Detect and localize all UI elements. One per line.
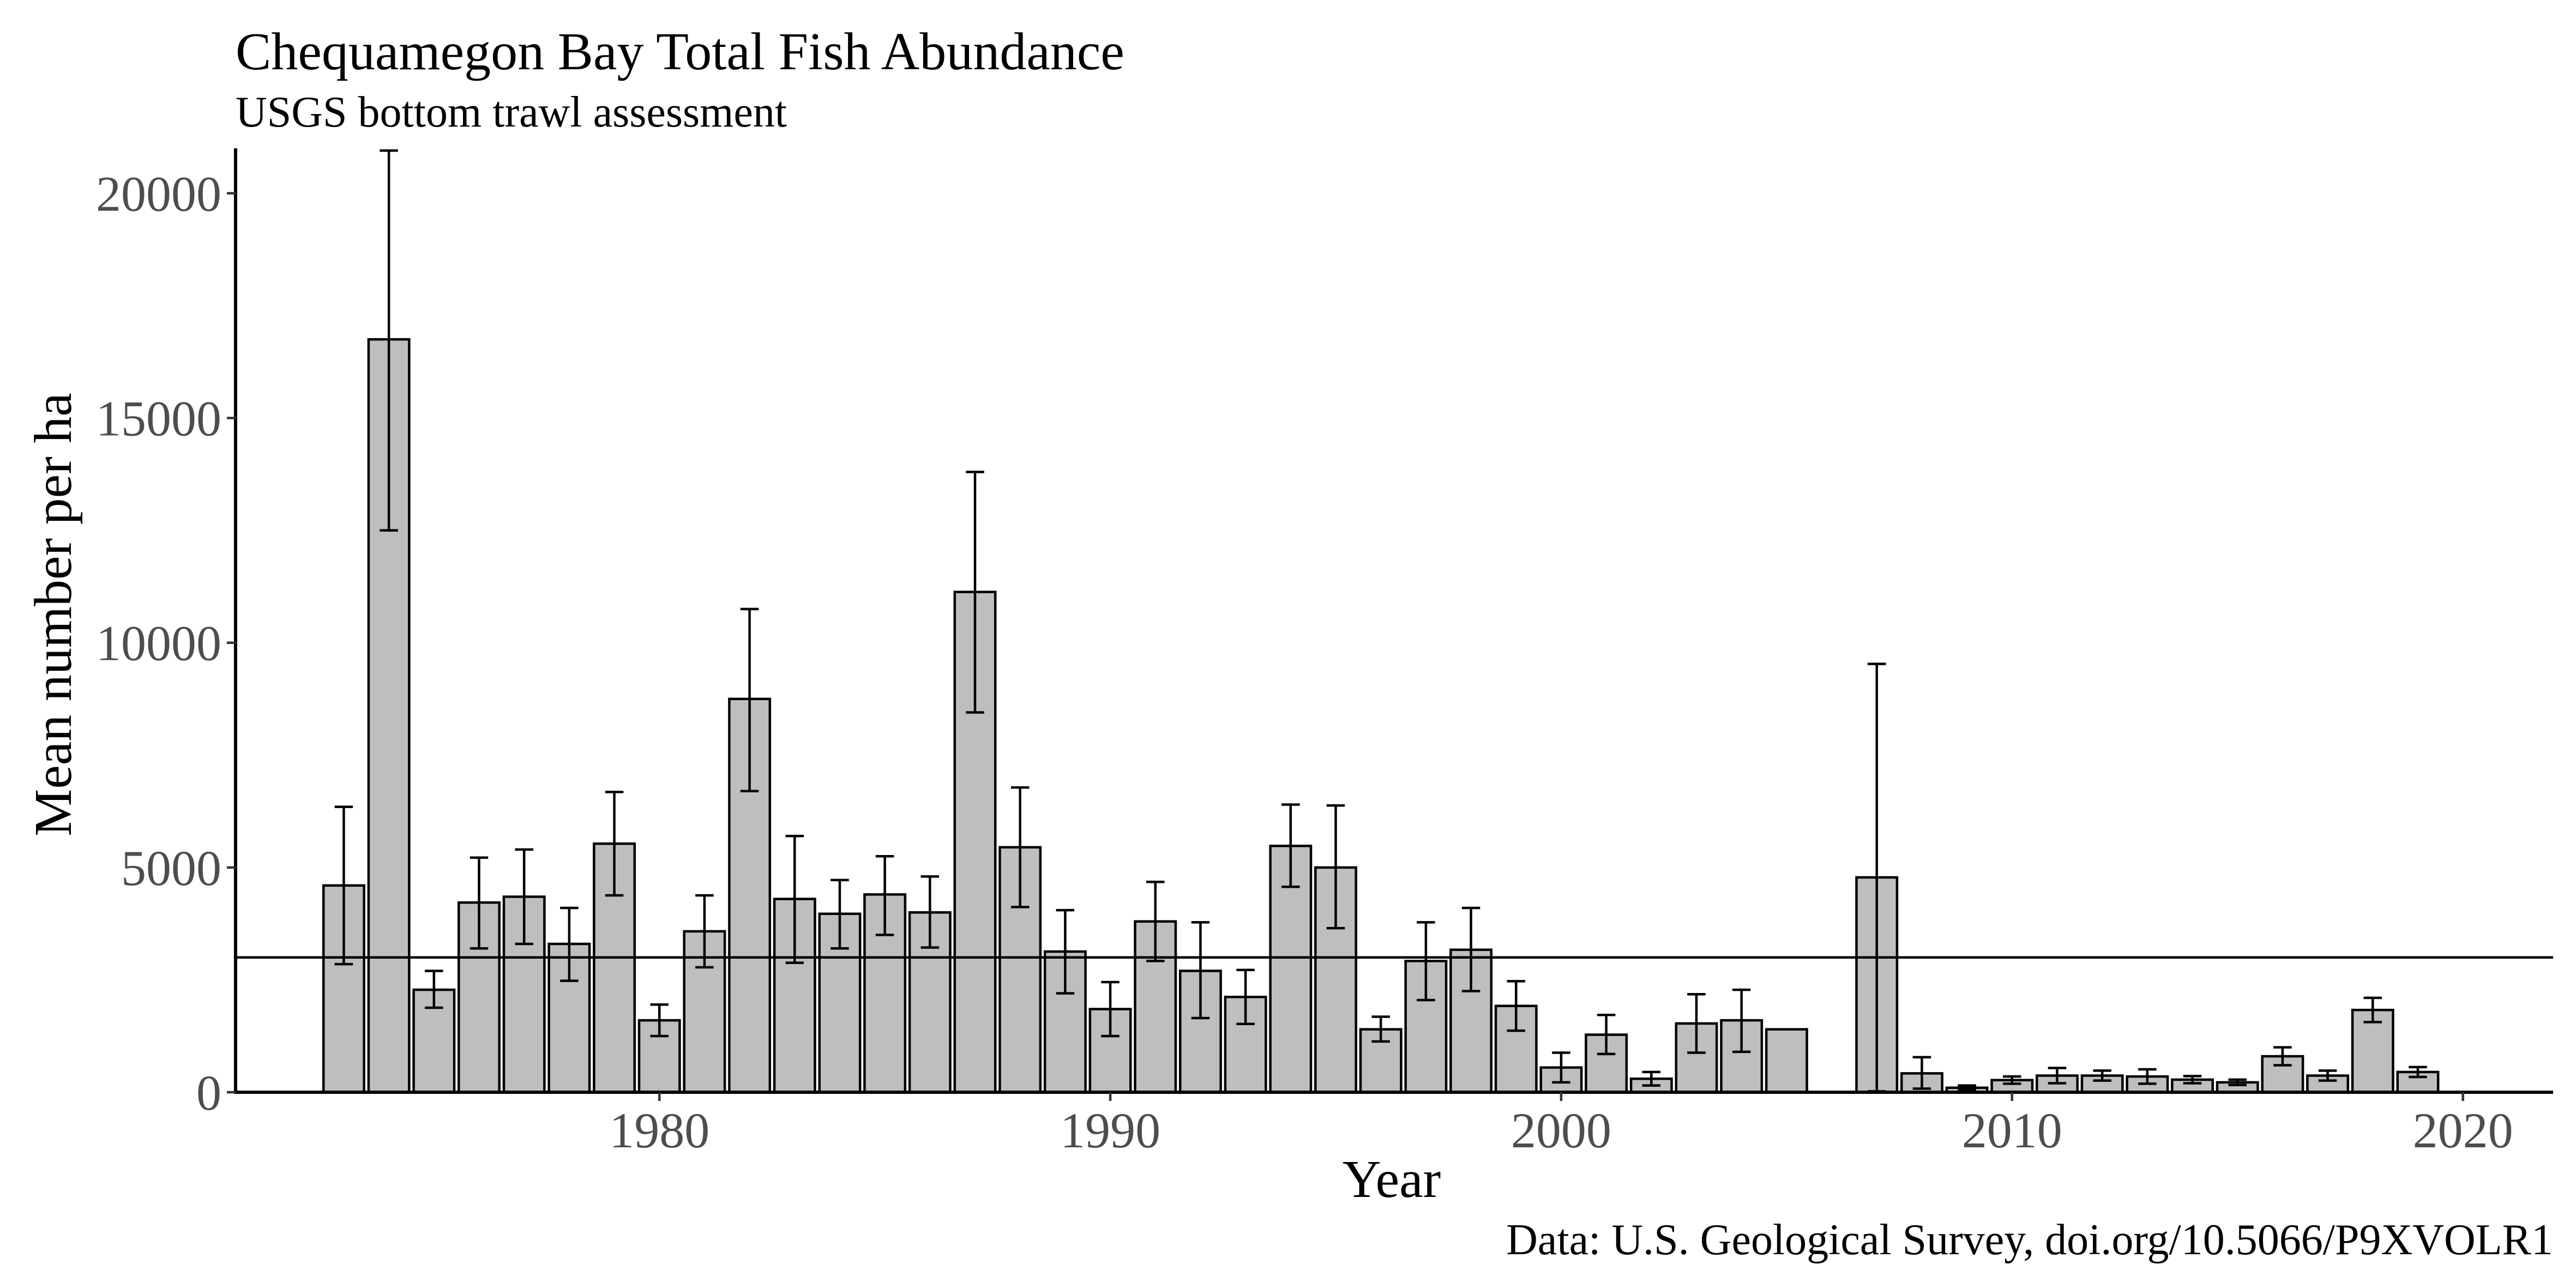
error-bar-1999: [1507, 980, 1525, 1032]
y-tick-label: 5000: [121, 840, 221, 896]
y-tick-label: 0: [196, 1065, 221, 1121]
y-axis-ticks: 0 5000 10000 15000 20000: [96, 166, 236, 1121]
error-bar-2017: [2318, 1069, 2337, 1082]
error-bar-2009: [1958, 1084, 1976, 1092]
error-bar-1979: [605, 791, 624, 897]
error-bar-1976: [470, 856, 489, 950]
error-bar-1980: [650, 1003, 669, 1038]
error-bar-1991: [1146, 880, 1165, 962]
error-bar-2013: [2138, 1068, 2157, 1085]
x-tick-label: 2000: [1511, 1103, 1611, 1158]
x-tick-label: 2010: [1962, 1103, 2062, 1158]
bar-1989: [1043, 950, 1087, 1094]
error-bar-2015: [2228, 1078, 2247, 1087]
error-bar-2008: [1912, 1056, 1931, 1090]
error-bars-layer: [334, 149, 2427, 1093]
error-bar-2001: [1597, 1013, 1616, 1056]
y-tick-label: 10000: [96, 616, 221, 671]
error-bar-1984: [830, 878, 849, 950]
error-bar-1982: [740, 607, 759, 792]
data-source-caption: Data: U.S. Geological Survey, doi.org/10…: [1506, 1216, 2553, 1264]
error-bar-1983: [785, 834, 804, 964]
x-axis-ticks: 1980 1990 2000 2010 2020: [609, 1092, 2513, 1158]
error-bar-1978: [560, 906, 579, 982]
error-bar-1987: [966, 471, 984, 714]
error-bar-1975: [425, 970, 443, 1009]
x-tick-label: 1990: [1060, 1103, 1160, 1158]
bar-1976: [458, 901, 501, 1094]
error-bar-2010: [2003, 1075, 2021, 1085]
x-axis-title: Year: [1343, 1150, 1441, 1209]
error-bar-2004: [1732, 988, 1751, 1054]
error-bar-1985: [875, 855, 894, 936]
error-bar-1995: [1326, 804, 1345, 930]
chart-subtitle: USGS bottom trawl assessment: [236, 88, 787, 136]
error-bar-2016: [2273, 1046, 2292, 1067]
error-bar-2000: [1552, 1051, 1570, 1084]
chart-title: Chequamegon Bay Total Fish Abundance: [236, 22, 1124, 81]
error-bar-1994: [1281, 803, 1300, 888]
error-bar-2003: [1687, 993, 1706, 1054]
error-bar-1977: [515, 848, 533, 946]
error-bar-1973: [334, 805, 353, 966]
error-bar-1996: [1371, 1015, 1390, 1043]
x-tick-label: 2020: [2413, 1103, 2513, 1158]
bar-2019: [2396, 1070, 2440, 1094]
error-bar-1990: [1101, 980, 1120, 1038]
error-bar-2018: [2363, 996, 2382, 1024]
error-bar-2012: [2093, 1069, 2111, 1082]
y-tick-label: 15000: [96, 391, 221, 447]
error-bar-1988: [1010, 786, 1030, 908]
error-bar-2011: [2048, 1067, 2067, 1085]
y-axis-title: Mean number per ha: [24, 393, 83, 836]
error-bar-2019: [2409, 1066, 2427, 1079]
error-bar-2002: [1642, 1070, 1661, 1087]
y-tick-label: 20000: [96, 166, 221, 221]
error-bar-1986: [920, 875, 940, 949]
error-bar-1993: [1236, 968, 1255, 1025]
bar-2005: [1765, 1028, 1808, 1094]
error-bar-1989: [1056, 908, 1075, 995]
x-tick-label: 1980: [609, 1103, 709, 1158]
bars-layer: [322, 338, 2440, 1094]
error-bar-2014: [2183, 1075, 2202, 1085]
error-bar-1998: [1461, 906, 1480, 992]
error-bar-1992: [1191, 921, 1210, 1020]
error-bar-1997: [1417, 921, 1435, 1002]
error-bar-1981: [695, 894, 714, 969]
error-bar-1974: [380, 149, 398, 532]
